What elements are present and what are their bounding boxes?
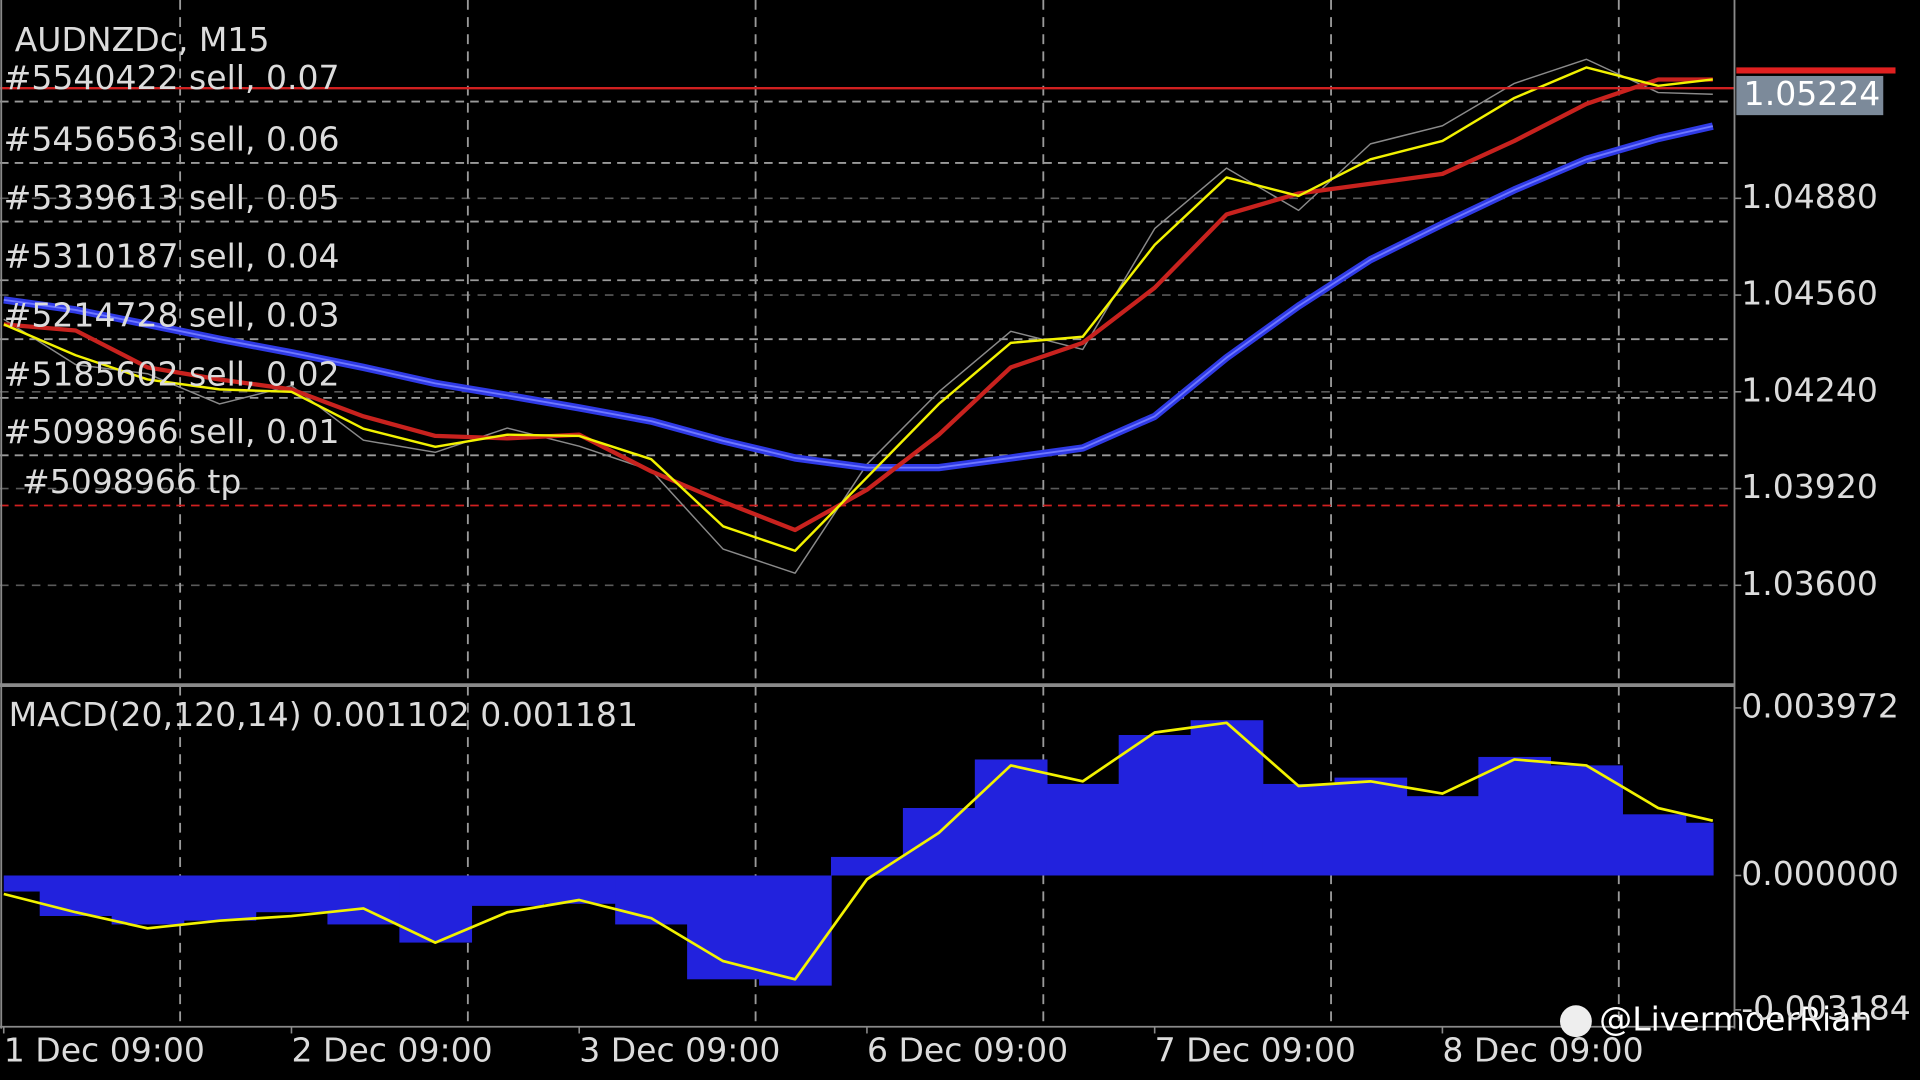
macd-bar: [759, 875, 832, 986]
macd-bar: [1046, 783, 1120, 876]
macd-bar: [111, 875, 185, 925]
y-tick-label: -0.003184: [1741, 988, 1911, 1027]
macd-bar: [183, 875, 257, 921]
x-tick-label: 8 Dec 09:00: [1442, 1030, 1643, 1069]
watermark-text: @LivermoerRian: [1599, 1000, 1872, 1039]
watermark-icon: [1560, 1005, 1592, 1038]
y-tick-label: 1.03600: [1741, 564, 1878, 603]
watermark: @LivermoerRian: [1560, 1000, 1872, 1039]
symbol-title: AUDNZDc, M15: [15, 20, 270, 59]
macd-bar: [1685, 822, 1714, 876]
macd-bar: [830, 856, 904, 876]
y-tick-label: 1.04880: [1741, 177, 1878, 216]
last-price-label: 1.05224: [1744, 74, 1881, 113]
x-tick-label: 6 Dec 09:00: [867, 1030, 1068, 1069]
macd-bar: [1622, 814, 1687, 876]
order-label: #5214728 sell, 0.03: [4, 296, 340, 335]
order-label: #5310187 sell, 0.04: [4, 237, 340, 276]
series-line: [3, 721, 1714, 981]
series-line: [3, 66, 1713, 552]
y-tick-label: 0.000000: [1741, 854, 1899, 893]
macd-bar: [39, 875, 113, 917]
last-price-marker: [1736, 67, 1896, 74]
macd-bar: [327, 875, 401, 925]
macd-bar: [255, 875, 329, 913]
y-tick-label: 1.03920: [1741, 467, 1878, 506]
x-tick-label: 1 Dec 09:00: [4, 1030, 205, 1069]
macd-bar: [471, 875, 544, 906]
y-tick-label: 1.04240: [1741, 370, 1878, 409]
series-line: [3, 77, 1713, 533]
macd-title: MACD(20,120,14) 0.001102 0.001181: [9, 695, 638, 734]
macd-bar: [974, 759, 1048, 876]
macd-bar: [1406, 796, 1480, 876]
macd-bar: [1118, 734, 1192, 876]
macd-bar: [1550, 765, 1623, 876]
order-label: #5456563 sell, 0.06: [4, 119, 340, 158]
macd-bar: [687, 875, 760, 980]
macd-bar: [902, 807, 976, 876]
order-label: #5185602 sell, 0.02: [4, 354, 340, 393]
order-label: #5098966 sell, 0.01: [4, 412, 340, 451]
last-price-box: [1736, 75, 1884, 116]
macd-bar: [1262, 783, 1336, 876]
macd-bar: [1190, 720, 1264, 876]
order-label: #5339613 sell, 0.05: [4, 178, 340, 217]
y-tick-label: 1.04560: [1741, 274, 1878, 313]
x-tick-label: 7 Dec 09:00: [1155, 1030, 1356, 1069]
macd-bar: [1478, 756, 1552, 876]
x-tick-label: 2 Dec 09:00: [291, 1030, 492, 1069]
plot-layer: [0, 0, 1742, 1034]
y-tick-label: 0.003972: [1741, 686, 1899, 725]
order-label: #5540422 sell, 0.07: [4, 58, 340, 97]
series-line-highlight: [3, 125, 1714, 469]
macd-bar: [3, 875, 41, 892]
x-tick-label: 3 Dec 09:00: [579, 1030, 780, 1069]
macd-bar: [1334, 777, 1408, 876]
macd-bar: [615, 875, 688, 925]
order-label: #5098966 tp: [22, 462, 241, 501]
